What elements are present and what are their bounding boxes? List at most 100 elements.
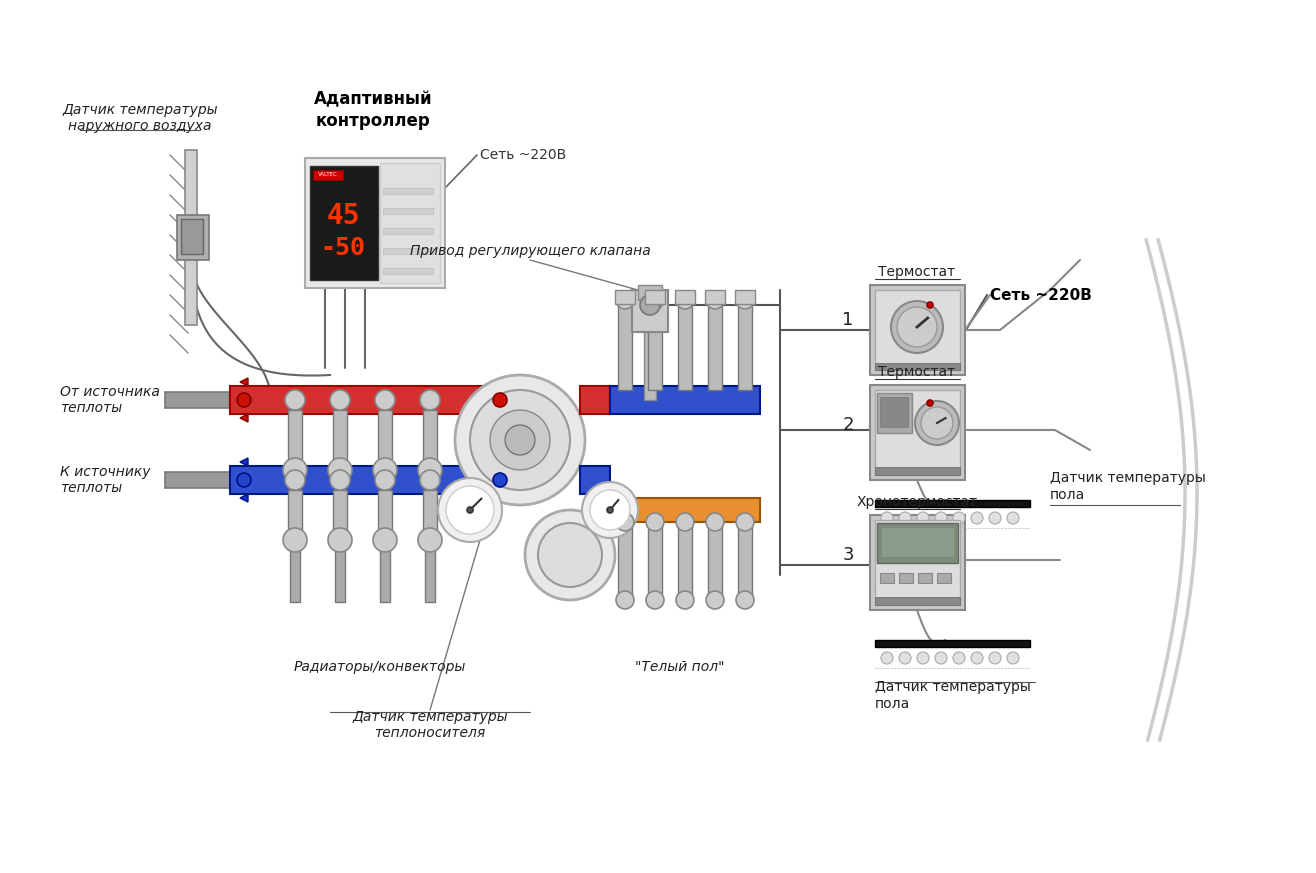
Circle shape xyxy=(646,513,665,531)
Circle shape xyxy=(237,393,251,407)
Circle shape xyxy=(328,528,351,552)
Circle shape xyxy=(328,458,351,482)
Circle shape xyxy=(418,528,442,552)
Bar xyxy=(383,268,433,274)
Text: пола: пола xyxy=(875,697,911,711)
Bar xyxy=(875,500,1030,507)
Bar xyxy=(422,410,437,470)
Bar xyxy=(164,472,230,488)
Circle shape xyxy=(705,291,724,309)
Bar xyxy=(580,466,611,494)
Circle shape xyxy=(934,652,948,664)
Bar xyxy=(647,522,662,602)
Circle shape xyxy=(538,523,601,587)
Circle shape xyxy=(283,458,307,482)
Bar xyxy=(880,573,894,583)
Circle shape xyxy=(953,652,965,664)
Bar xyxy=(378,410,392,470)
Circle shape xyxy=(934,512,948,524)
Circle shape xyxy=(490,410,550,470)
Polygon shape xyxy=(240,378,247,386)
Circle shape xyxy=(736,591,754,609)
Circle shape xyxy=(420,470,440,490)
Bar xyxy=(876,393,912,433)
Circle shape xyxy=(420,390,440,410)
Bar xyxy=(875,640,1030,647)
Bar xyxy=(230,466,515,494)
Text: Сеть ~220В: Сеть ~220В xyxy=(990,287,1092,303)
Circle shape xyxy=(330,390,350,410)
Bar xyxy=(875,520,959,605)
Circle shape xyxy=(646,591,665,609)
Circle shape xyxy=(616,513,634,531)
Circle shape xyxy=(470,390,570,490)
Bar xyxy=(580,386,611,414)
Circle shape xyxy=(505,425,536,455)
Circle shape xyxy=(899,652,911,664)
Bar xyxy=(675,290,695,304)
Bar xyxy=(619,300,632,390)
Text: Датчик температуры: Датчик температуры xyxy=(62,103,218,117)
Bar xyxy=(738,300,751,390)
Circle shape xyxy=(971,512,983,524)
Circle shape xyxy=(880,512,894,524)
Text: Хронотермостат: Хронотермостат xyxy=(857,495,978,509)
Bar xyxy=(875,467,959,475)
Bar xyxy=(336,482,345,602)
Bar xyxy=(870,515,965,610)
Text: Термостат: Термостат xyxy=(879,265,955,279)
Circle shape xyxy=(915,401,959,445)
Polygon shape xyxy=(240,458,247,466)
Circle shape xyxy=(1007,652,1019,664)
Circle shape xyxy=(926,400,933,406)
Bar xyxy=(333,490,347,540)
Bar xyxy=(638,285,662,300)
Text: От источника
теплоты: От источника теплоты xyxy=(61,385,159,415)
Bar xyxy=(875,363,959,370)
Circle shape xyxy=(676,591,694,609)
Text: Радиаторы/конвекторы: Радиаторы/конвекторы xyxy=(293,660,466,674)
Circle shape xyxy=(640,295,661,315)
Circle shape xyxy=(283,528,307,552)
Circle shape xyxy=(971,652,983,664)
Circle shape xyxy=(880,652,894,664)
Circle shape xyxy=(646,291,665,309)
Text: Сеть ~220В: Сеть ~220В xyxy=(480,148,566,162)
Text: теплоносителя: теплоносителя xyxy=(374,726,486,740)
Text: 45: 45 xyxy=(326,202,359,230)
Circle shape xyxy=(899,512,911,524)
Bar xyxy=(880,397,908,427)
Circle shape xyxy=(418,458,442,482)
Text: Привод регулирующего клапана: Привод регулирующего клапана xyxy=(409,244,650,258)
Bar xyxy=(678,522,692,602)
Bar xyxy=(230,386,515,414)
Bar xyxy=(313,170,343,180)
Circle shape xyxy=(372,458,397,482)
Bar xyxy=(678,300,692,390)
Text: пола: пола xyxy=(1050,488,1086,502)
Circle shape xyxy=(953,512,965,524)
Circle shape xyxy=(446,486,494,534)
Bar xyxy=(186,150,197,325)
Circle shape xyxy=(375,470,395,490)
Bar xyxy=(311,166,378,280)
Polygon shape xyxy=(240,494,247,502)
Circle shape xyxy=(286,470,305,490)
Bar xyxy=(380,163,440,283)
Bar xyxy=(383,188,433,194)
Text: 3: 3 xyxy=(842,546,854,564)
Circle shape xyxy=(917,652,929,664)
Circle shape xyxy=(917,512,929,524)
Bar xyxy=(644,332,655,400)
Polygon shape xyxy=(240,414,247,422)
Bar xyxy=(380,482,390,602)
Bar xyxy=(875,290,959,370)
Bar xyxy=(705,290,725,304)
Bar xyxy=(899,573,913,583)
Bar xyxy=(611,386,761,414)
Bar xyxy=(182,219,203,254)
Text: 1: 1 xyxy=(842,311,854,329)
Circle shape xyxy=(705,591,724,609)
Text: "Телый пол": "Телый пол" xyxy=(636,660,725,674)
Text: 2: 2 xyxy=(842,416,854,434)
